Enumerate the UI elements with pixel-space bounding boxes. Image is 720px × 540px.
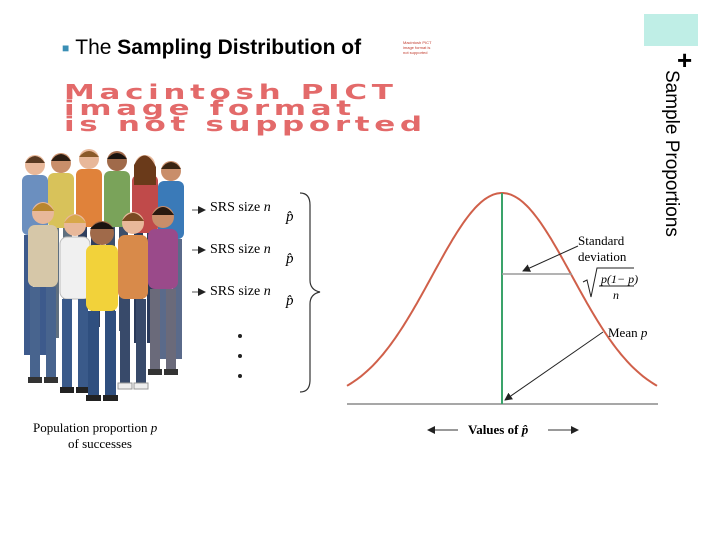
small-image-placeholder: Macintosh PICT image format is not suppo…: [403, 40, 432, 55]
pict-line: Macintosh PICT: [64, 80, 398, 104]
section-title: Sample Proportions: [661, 70, 682, 237]
sd-pointer-arrow: [522, 245, 579, 272]
pict-line: image format: [64, 96, 356, 120]
population-label-2: of successes: [68, 436, 132, 451]
sd-label-2: deviation: [578, 249, 627, 264]
sd-numerator: p(1− p): [601, 272, 639, 286]
p-hat-label: p̂: [286, 209, 294, 225]
person-figure: [148, 206, 178, 375]
population-crowd-illustration: [22, 149, 184, 401]
srs-label: SRS size n: [210, 242, 271, 257]
brace-icon: [299, 192, 321, 393]
ellipsis-dot: [238, 354, 242, 358]
srs-label: SRS size n: [210, 200, 271, 215]
accent-bar: [644, 14, 698, 46]
population-var: p: [150, 420, 158, 435]
person-figure: [59, 214, 91, 393]
ellipsis-dot: [238, 374, 242, 378]
person-figure: [117, 212, 149, 390]
sqrt-symbol: [582, 267, 634, 298]
p-hat-label: p̂: [286, 251, 294, 267]
x-axis-label: Values of p̂: [468, 422, 529, 437]
p-hat-label: p̂: [286, 293, 294, 309]
srs-label: SRS size n: [210, 284, 271, 299]
pict-image-placeholder: Macintosh PICT image format is not suppo…: [64, 80, 720, 136]
page-title: ■ The Sampling Distribution of: [62, 36, 361, 60]
population-label: Population proportion: [33, 420, 148, 435]
pict-line: is not supported: [64, 112, 427, 136]
ellipsis-dot: [238, 334, 242, 338]
sd-label: Standard: [578, 233, 625, 248]
person-figure: [28, 202, 58, 383]
mean-pointer-arrow: [504, 331, 604, 401]
title-text: Sampling Distribution of: [117, 36, 362, 59]
population-caption: Population proportion p of successes: [33, 420, 223, 452]
mean-label: Mean p: [608, 325, 648, 340]
title-lead: The: [75, 36, 112, 59]
plus-icon: +: [677, 45, 693, 75]
sd-denominator: n: [613, 288, 619, 302]
person-figure: [86, 221, 118, 401]
bullet-icon: ■: [62, 41, 70, 56]
